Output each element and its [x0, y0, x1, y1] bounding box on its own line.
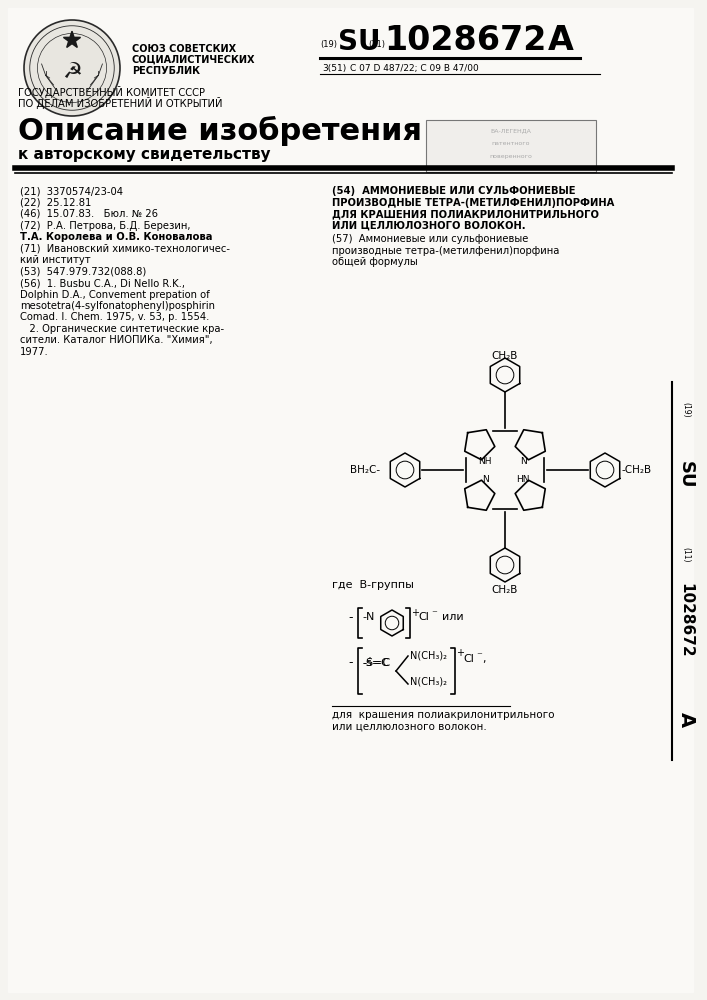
- Text: A: A: [548, 24, 574, 57]
- Text: -ś=C: -ś=C: [362, 658, 389, 668]
- Text: ГОСУДАРСТВЕННЫЙ КОМИТЕТ СССР: ГОСУДАРСТВЕННЫЙ КОМИТЕТ СССР: [18, 86, 205, 98]
- Text: или: или: [442, 612, 464, 622]
- Text: производные тетра-(метилфенил)порфина: производные тетра-(метилфенил)порфина: [332, 245, 559, 255]
- Text: NH: NH: [478, 456, 492, 466]
- Text: 1977.: 1977.: [20, 347, 49, 357]
- Text: (71)  Ивановский химико-технологичес-: (71) Ивановский химико-технологичес-: [20, 243, 230, 253]
- Text: -S=C: -S=C: [362, 658, 390, 668]
- Circle shape: [24, 20, 120, 116]
- Text: ☭: ☭: [62, 62, 82, 82]
- Text: SU: SU: [677, 461, 695, 489]
- Text: ⁻: ⁻: [431, 609, 437, 619]
- Polygon shape: [64, 31, 81, 47]
- Text: -CH₂B: -CH₂B: [622, 465, 652, 475]
- Text: ПРОИЗВОДНЫЕ ТЕТРА-(МЕТИЛФЕНИЛ)ПОРФИНА: ПРОИЗВОДНЫЕ ТЕТРА-(МЕТИЛФЕНИЛ)ПОРФИНА: [332, 198, 614, 208]
- Bar: [426, 120, 596, 172]
- Text: (21)  3370574/23-04: (21) 3370574/23-04: [20, 186, 123, 196]
- Text: (11): (11): [368, 40, 385, 49]
- Text: ИЛИ ЦЕЛЛЮЛОЗНОГО ВОЛОКОН.: ИЛИ ЦЕЛЛЮЛОЗНОГО ВОЛОКОН.: [332, 221, 525, 231]
- Text: N(CH₃)₂: N(CH₃)₂: [410, 650, 447, 660]
- Text: A: A: [677, 712, 696, 728]
- Text: ПО ДЕЛАМ ИЗОБРЕТЕНИЙ И ОТКРЫТИЙ: ПО ДЕЛАМ ИЗОБРЕТЕНИЙ И ОТКРЫТИЙ: [18, 97, 223, 109]
- Text: РЕСПУБЛИК: РЕСПУБЛИК: [132, 66, 200, 76]
- Text: (72)  Р.А. Петрова, Б.Д. Березин,: (72) Р.А. Петрова, Б.Д. Березин,: [20, 221, 190, 231]
- Text: (54)  АММОНИЕВЫЕ ИЛИ СУЛЬФОНИЕВЫЕ: (54) АММОНИЕВЫЕ ИЛИ СУЛЬФОНИЕВЫЕ: [332, 186, 575, 196]
- Text: CH₂B: CH₂B: [492, 351, 518, 361]
- Text: или целлюлозного волокон.: или целлюлозного волокон.: [332, 722, 486, 732]
- Text: СОЦИАЛИСТИЧЕСКИХ: СОЦИАЛИСТИЧЕСКИХ: [132, 55, 255, 65]
- Text: Описание изобретения: Описание изобретения: [18, 116, 422, 146]
- Text: mesotetra(4-sylfonatophenyl)posphirin: mesotetra(4-sylfonatophenyl)posphirin: [20, 301, 215, 311]
- Text: (19): (19): [682, 402, 691, 418]
- Text: N: N: [520, 456, 527, 466]
- Text: 3(51): 3(51): [322, 64, 346, 73]
- Text: -: -: [348, 656, 353, 669]
- Text: Cl: Cl: [463, 654, 474, 664]
- Text: (57)  Аммониевые или сульфониевые: (57) Аммониевые или сульфониевые: [332, 234, 528, 244]
- Text: -: -: [348, 611, 353, 624]
- Text: патентного: патентного: [492, 141, 530, 146]
- Text: БА-ЛЕГЕНДА: БА-ЛЕГЕНДА: [491, 128, 532, 133]
- Text: N: N: [483, 476, 489, 485]
- Text: Т.А. Королева и О.В. Коновалова: Т.А. Королева и О.В. Коновалова: [20, 232, 213, 242]
- Text: +: +: [411, 608, 419, 618]
- Text: Comad. I. Chem. 1975, v. 53, p. 1554.: Comad. I. Chem. 1975, v. 53, p. 1554.: [20, 312, 209, 322]
- Text: сители. Каталог НИОПИКа. "Химия",: сители. Каталог НИОПИКа. "Химия",: [20, 336, 213, 346]
- Text: к авторскому свидетельству: к авторскому свидетельству: [18, 147, 271, 162]
- Text: CH₂B: CH₂B: [492, 585, 518, 595]
- Text: -N: -N: [362, 612, 375, 622]
- Text: C 07 D 487/22; C 09 B 47/00: C 07 D 487/22; C 09 B 47/00: [350, 64, 479, 73]
- Text: N(CH₃)₂: N(CH₃)₂: [410, 676, 447, 686]
- Text: ⁻: ⁻: [476, 651, 482, 661]
- Text: кий институт: кий институт: [20, 255, 90, 265]
- Text: +: +: [456, 648, 464, 658]
- Text: 2. Органические синтетические кра-: 2. Органические синтетические кра-: [20, 324, 224, 334]
- Text: Dolphin D.A., Convement prepation of: Dolphin D.A., Convement prepation of: [20, 290, 210, 300]
- Text: 1028672: 1028672: [679, 583, 694, 657]
- Text: (46)  15.07.83.   Бюл. № 26: (46) 15.07.83. Бюл. № 26: [20, 209, 158, 219]
- Text: SU: SU: [338, 28, 380, 56]
- Text: ДЛЯ КРАШЕНИЯ ПОЛИАКРИЛОНИТРИЛЬНОГО: ДЛЯ КРАШЕНИЯ ПОЛИАКРИЛОНИТРИЛЬНОГО: [332, 209, 599, 219]
- Text: (19): (19): [320, 40, 337, 49]
- Text: ,: ,: [482, 654, 486, 664]
- Text: Cl: Cl: [418, 612, 429, 622]
- Text: (56)  1. Busbu C.A., Di Nello R.K.,: (56) 1. Busbu C.A., Di Nello R.K.,: [20, 278, 185, 288]
- Text: (11): (11): [682, 547, 691, 563]
- Text: (22)  25.12.81: (22) 25.12.81: [20, 198, 91, 208]
- Text: BH₂C-: BH₂C-: [350, 465, 380, 475]
- Text: HN: HN: [516, 476, 530, 485]
- Text: (53)  547.979.732(088.8): (53) 547.979.732(088.8): [20, 266, 146, 276]
- Text: 1028672: 1028672: [384, 24, 547, 57]
- Text: СОЮЗ СОВЕТСКИХ: СОЮЗ СОВЕТСКИХ: [132, 44, 236, 54]
- Text: где  B-группы: где B-группы: [332, 580, 414, 590]
- Text: поверенного: поверенного: [489, 154, 532, 159]
- Text: общей формулы: общей формулы: [332, 257, 418, 267]
- Text: для  крашения полиакрилонитрильного: для крашения полиакрилонитрильного: [332, 710, 554, 720]
